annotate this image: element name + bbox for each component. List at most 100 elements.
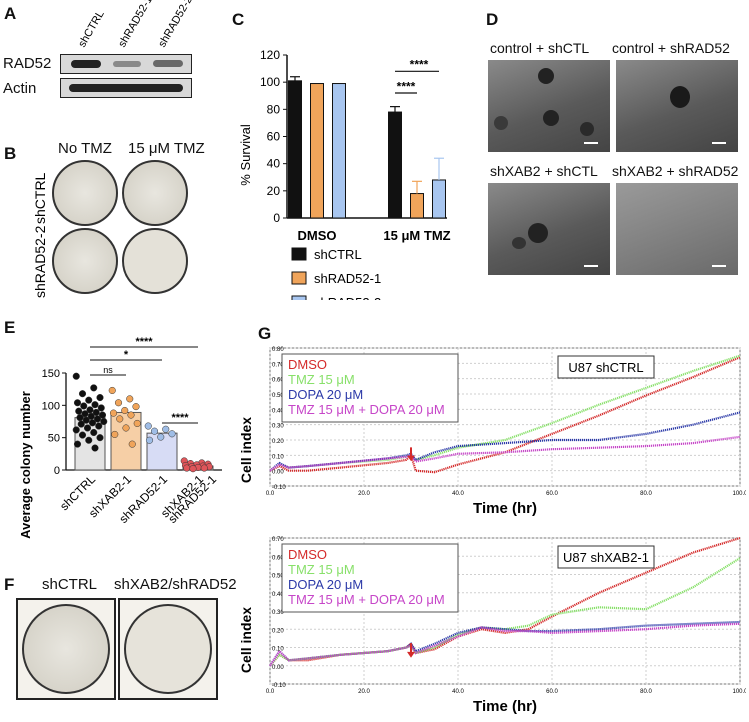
e-ytick-label: 0	[54, 465, 60, 477]
g1-ytick-label: 0.20	[272, 439, 284, 445]
f-frame-shxab2-shrad52	[118, 598, 218, 700]
actin-bands	[69, 84, 183, 92]
g1-ytick-label: 0.50	[272, 393, 284, 399]
c-bar	[432, 179, 446, 219]
e-data-point	[145, 436, 154, 444]
g2-xtick-label: 20.0	[358, 689, 370, 695]
e-data-point	[111, 430, 119, 438]
g2-ytick-label: 0.10	[272, 647, 284, 653]
d-caption-2: shXAB2 + shCTL	[490, 163, 598, 179]
g1-xtick-label: 60.0	[546, 491, 558, 497]
e-sig-label: ****	[135, 336, 153, 348]
g1-legend-label: DOPA 20 μM	[288, 387, 363, 402]
panel-label-b: B	[4, 144, 17, 163]
g2-xtick-label: 40.0	[452, 689, 464, 695]
rad52-band-1	[113, 61, 141, 67]
c-bar	[332, 83, 346, 219]
g1-ytick-label: 0.70	[272, 362, 284, 368]
e-sig-label: *	[124, 349, 129, 361]
rad52-band-0	[71, 60, 101, 68]
g1-series-line	[269, 411, 741, 472]
e-data-point	[127, 411, 135, 419]
g2-title: U87 shXAB2-1	[563, 550, 649, 565]
g1-xtick-label: 20.0	[358, 491, 370, 497]
e-data-point	[132, 403, 140, 411]
e-data-point	[73, 440, 82, 448]
c-sig-label: ****	[397, 79, 416, 93]
e-ytick-label: 50	[48, 433, 60, 445]
survival-bar-chart: % Survival 0 20 40 60 80 100 120 **** **** DMSO…	[238, 48, 451, 300]
cell-index-chart-shctrl: -0.10 0.00 0.10 0.20 0.30 0.40 0.50 0.60 0.70 0.8…	[266, 347, 746, 517]
g2-ytick-label: -0.10	[272, 683, 286, 689]
panel-label-a: A	[4, 4, 17, 23]
c-ytick-label: 120	[260, 48, 280, 62]
g1-ytick-label: 0.80	[272, 347, 284, 353]
rad52-blot-strip	[60, 54, 192, 74]
g2-legend-label: TMZ 15 μM	[288, 562, 355, 577]
e-data-point	[90, 384, 98, 392]
g2-series-line	[269, 536, 741, 667]
g1-legend-box	[281, 353, 459, 423]
g1-legend-label: DMSO	[288, 357, 327, 372]
e-data-point	[85, 436, 93, 444]
e-data-point	[88, 419, 97, 427]
g1-xtick-label: 100.0	[732, 491, 746, 497]
f-frame-shctrl	[16, 598, 116, 700]
g2-ytick-label: 0.50	[272, 574, 284, 580]
g2-legend-label: DOPA 20 μM	[288, 577, 363, 592]
c-ytick-label: 60	[267, 130, 281, 144]
c-sig-label: ****	[410, 58, 429, 72]
d-caption-1: control + shRAD52	[612, 40, 730, 56]
d-image-control-shctl	[488, 60, 610, 152]
e-data-point	[100, 417, 108, 426]
g1-ytick-label: 0.60	[272, 378, 284, 384]
e-data-point	[200, 464, 208, 472]
e-data-point	[116, 415, 124, 423]
d-caption-0: control + shCTL	[490, 40, 590, 56]
g2-ytick-label: 0.60	[272, 555, 284, 561]
g2-xtick-label: 80.0	[640, 689, 652, 695]
g1-title: U87 shCTRL	[568, 360, 643, 375]
e-data-point	[96, 394, 104, 402]
g1-ytick-label: -0.10	[272, 485, 286, 491]
c-ytick-label: 40	[267, 157, 281, 171]
e-data-point	[95, 422, 103, 430]
e-data-point	[97, 404, 105, 412]
lane-label-0: shCTRL	[76, 9, 107, 50]
g1-xtick-label: 40.0	[452, 491, 464, 497]
c-legend-swatch	[291, 295, 307, 300]
e-data-point	[91, 401, 99, 409]
g1-xtick-label: 80.0	[640, 491, 652, 497]
c-ylabel: % Survival	[238, 124, 253, 186]
e-data-point	[83, 424, 92, 432]
g2-ytick-label: 0.40	[272, 592, 284, 598]
e-data-point	[150, 427, 159, 435]
f-dish-shxab2-shrad52	[124, 604, 212, 694]
d-caption-3: shXAB2 + shRAD52	[612, 163, 739, 179]
g2-series-line	[269, 557, 741, 667]
actin-blot-strip	[60, 78, 192, 98]
e-data-point	[77, 420, 85, 428]
d-image-control-shrad52	[616, 60, 738, 152]
f-caption-0: shCTRL	[42, 576, 98, 593]
e-data-point	[121, 406, 129, 415]
g2-ytick-label: 0.20	[272, 628, 284, 634]
e-data-point	[128, 440, 136, 448]
rad52-band-2	[153, 60, 183, 67]
f-dish-shctrl	[22, 604, 110, 694]
g1-ytick-label: 0.00	[272, 470, 284, 476]
b-row-labels: shCTRL shRAD52-2	[32, 172, 48, 298]
e-data-point	[183, 464, 191, 472]
lane-label-2: shRAD52-2	[156, 0, 195, 49]
panel-label-f: F	[4, 575, 15, 594]
g2-treatment-arrowhead	[407, 651, 415, 658]
dish-shrad52-no-tmz	[52, 228, 118, 294]
c-bar	[288, 80, 302, 219]
blot-row-actin: Actin	[3, 80, 37, 97]
g2-ytick-label: 0.00	[272, 665, 284, 671]
e-data-point	[78, 431, 87, 439]
e-ytick-label: 100	[42, 400, 60, 412]
e-data-point	[133, 419, 141, 427]
e-data-point	[78, 390, 87, 398]
